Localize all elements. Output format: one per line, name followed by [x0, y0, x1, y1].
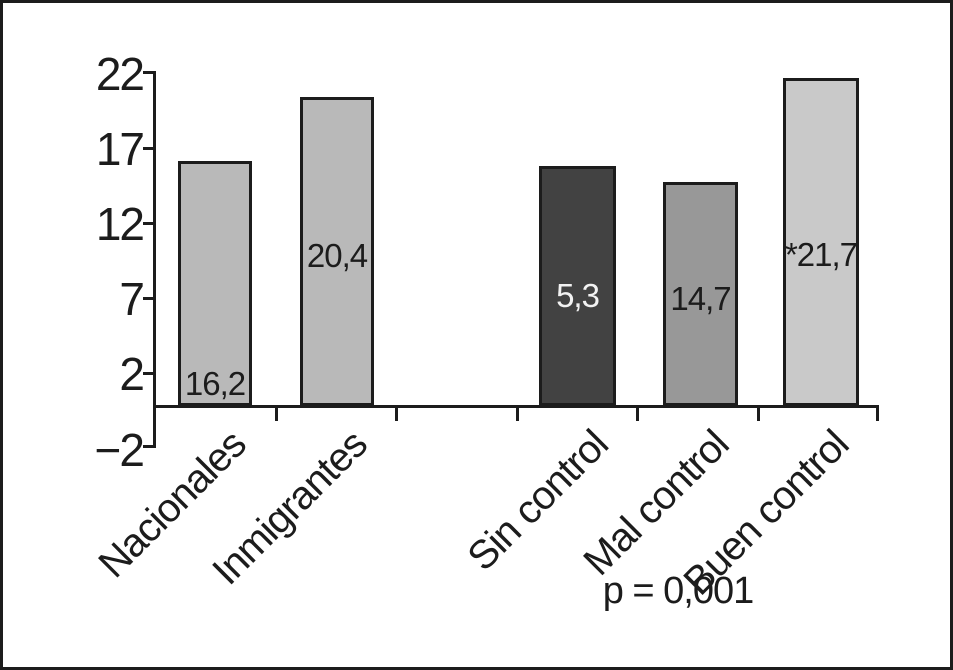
y-tick-label: 2: [119, 348, 145, 400]
bar-buen-control: [783, 78, 859, 406]
x-tick: [636, 408, 639, 421]
bar-value-label: 20,4: [306, 237, 368, 274]
y-tick-17: [143, 147, 156, 150]
y-tick-label: 17: [95, 123, 145, 175]
y-tick-12: [143, 222, 156, 225]
y-axis-line: [153, 71, 156, 448]
y-tick-neg2: [143, 445, 156, 448]
x-axis-line: [153, 405, 879, 408]
bar-value-label: 14,7: [670, 280, 731, 317]
x-tick: [757, 408, 760, 421]
bar-mal-control: [663, 182, 738, 406]
x-tick: [395, 408, 398, 421]
x-tick: [876, 408, 879, 421]
y-tick-label: 7: [119, 273, 145, 325]
y-tick-label: −2: [94, 424, 145, 476]
bar-value-label: *21,7: [784, 236, 858, 273]
bar-nacionales: [178, 161, 252, 406]
y-tick-2: [143, 372, 156, 375]
bar-sin-control: [539, 166, 616, 406]
x-tick: [275, 408, 278, 421]
y-tick-22: [143, 71, 156, 74]
y-tick-label: 12: [95, 198, 145, 250]
bar-value-label: 5,3: [556, 277, 600, 314]
p-value-annotation: p = 0,001: [602, 570, 755, 612]
y-tick-7: [143, 297, 156, 300]
bar-inmigrantes: [300, 97, 374, 406]
x-tick: [516, 408, 519, 421]
bar-value-label: 16,2: [184, 365, 246, 402]
y-tick-label: 22: [95, 48, 145, 100]
